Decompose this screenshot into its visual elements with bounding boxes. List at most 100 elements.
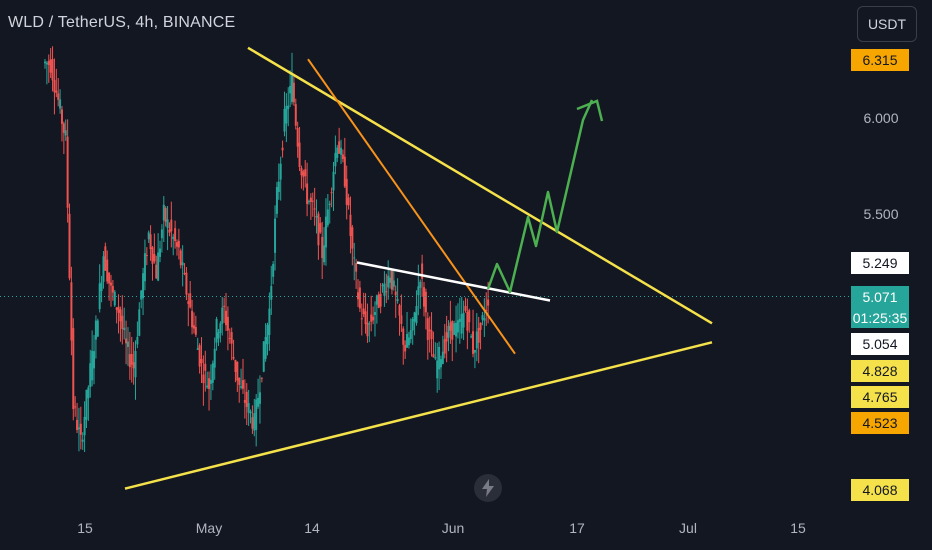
time-tick: Jul — [679, 520, 697, 536]
candle-body — [460, 313, 463, 334]
candle-body — [251, 417, 254, 429]
candle-body — [362, 308, 365, 315]
candle-body — [62, 123, 65, 133]
candle-body — [89, 363, 92, 387]
candle-body — [249, 411, 252, 414]
currency-button[interactable]: USDT — [857, 6, 917, 42]
candle-body — [64, 130, 67, 136]
candle-body — [147, 232, 150, 240]
bar-countdown: 01:25:35 — [851, 308, 909, 328]
price-label-orange-top: 6.315 — [851, 49, 909, 71]
candle-body — [389, 277, 392, 283]
candle-body — [44, 61, 46, 64]
candle-body — [402, 328, 405, 345]
candle-body — [164, 208, 167, 222]
candle-body — [72, 328, 75, 409]
candle-body — [117, 306, 120, 313]
candle-body — [455, 322, 458, 337]
candle-body — [279, 163, 282, 180]
candle-body — [177, 240, 180, 248]
price-label-orange-bottom: 4.523 — [851, 412, 909, 434]
candle-body — [300, 167, 303, 176]
candle-body — [277, 181, 280, 193]
candle-body — [357, 292, 360, 300]
candle-body — [398, 305, 401, 316]
candle-body — [298, 142, 301, 168]
candle-body — [275, 187, 278, 214]
candle-body — [236, 361, 239, 381]
candle-body — [319, 223, 322, 233]
candle-body — [181, 262, 184, 266]
candle-body — [462, 312, 465, 328]
lightning-icon[interactable] — [474, 474, 502, 502]
candle-body — [313, 208, 316, 210]
candle-body — [464, 305, 467, 311]
candle-body — [458, 318, 461, 322]
candle-body — [430, 330, 433, 340]
candle-body — [111, 286, 114, 293]
candle-body — [349, 214, 352, 236]
candle-body — [266, 324, 269, 345]
candle-body — [468, 310, 471, 323]
time-tick: Jun — [441, 520, 465, 536]
candle-body — [485, 309, 488, 311]
candle-body — [438, 346, 441, 370]
candle-body — [487, 299, 490, 306]
candle-body — [332, 171, 335, 191]
candle-body — [55, 90, 58, 93]
candle-body — [204, 363, 207, 371]
price-label-white-bottom: 5.054 — [851, 333, 909, 355]
candle-body — [347, 197, 350, 206]
candle-body — [436, 360, 439, 379]
candle-body — [383, 283, 386, 296]
candle-body — [217, 332, 220, 339]
candle-body — [291, 75, 294, 102]
candle-body — [326, 209, 329, 226]
candle-body — [264, 337, 267, 359]
candle-body — [407, 337, 410, 346]
candle-body — [409, 330, 412, 340]
candle-body — [200, 359, 203, 364]
candle-body — [102, 256, 105, 282]
orange-trend-line — [307, 58, 516, 355]
candle-body — [432, 354, 435, 358]
price-label-yellow-1: 4.828 — [851, 360, 909, 382]
candle-body — [358, 287, 361, 309]
candle-body — [353, 257, 356, 259]
candle-body — [334, 152, 337, 167]
candle-body — [404, 344, 407, 352]
time-tick: May — [195, 520, 223, 536]
candle-body — [296, 128, 299, 147]
candle-body — [439, 359, 442, 368]
candle-body — [66, 136, 69, 208]
candle-body — [343, 156, 346, 187]
candle-body — [211, 363, 214, 383]
candle-body — [373, 312, 376, 316]
candle-body — [172, 236, 175, 240]
candle-body — [311, 200, 314, 202]
candle-body — [262, 341, 265, 372]
candle-body — [274, 218, 277, 253]
candle-body — [449, 322, 452, 331]
candle-body — [306, 183, 309, 205]
symbol-title[interactable]: WLD / TetherUS, 4h, BINANCE — [8, 14, 236, 31]
candle-body — [400, 315, 403, 324]
candle-body — [336, 147, 339, 158]
candle-body — [381, 285, 384, 287]
candle-body — [372, 316, 375, 321]
candle-body — [285, 105, 288, 124]
candle-body — [104, 246, 107, 271]
price-label-yellow-bottom: 4.068 — [851, 479, 909, 501]
candle-body — [472, 331, 475, 354]
triangle-upper-line — [247, 46, 713, 325]
candle-body — [106, 259, 109, 282]
candle-body — [96, 320, 99, 337]
candle-body — [130, 354, 133, 365]
candle-body — [68, 213, 71, 279]
candle-body — [49, 59, 52, 73]
candle-body — [185, 272, 188, 295]
time-tick: 17 — [569, 520, 585, 536]
candle-body — [434, 357, 437, 359]
candle-body — [421, 263, 424, 279]
